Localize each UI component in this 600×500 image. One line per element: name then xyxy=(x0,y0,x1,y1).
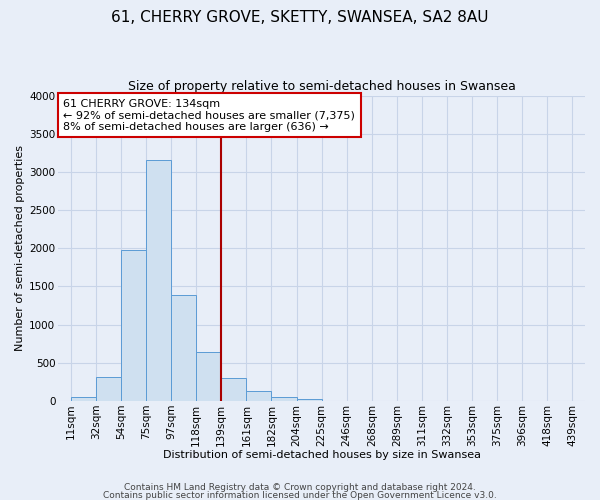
Bar xyxy=(221,378,247,401)
Bar xyxy=(146,160,171,401)
Bar xyxy=(71,397,96,401)
Bar xyxy=(296,398,322,401)
Text: 61 CHERRY GROVE: 134sqm
← 92% of semi-detached houses are smaller (7,375)
8% of : 61 CHERRY GROVE: 134sqm ← 92% of semi-de… xyxy=(64,98,355,132)
Text: Contains HM Land Registry data © Crown copyright and database right 2024.: Contains HM Land Registry data © Crown c… xyxy=(124,484,476,492)
Bar xyxy=(171,295,196,401)
X-axis label: Distribution of semi-detached houses by size in Swansea: Distribution of semi-detached houses by … xyxy=(163,450,481,460)
Y-axis label: Number of semi-detached properties: Number of semi-detached properties xyxy=(15,145,25,351)
Bar xyxy=(196,352,221,401)
Title: Size of property relative to semi-detached houses in Swansea: Size of property relative to semi-detach… xyxy=(128,80,515,93)
Text: 61, CHERRY GROVE, SKETTY, SWANSEA, SA2 8AU: 61, CHERRY GROVE, SKETTY, SWANSEA, SA2 8… xyxy=(111,10,489,25)
Bar xyxy=(247,391,271,401)
Bar xyxy=(121,250,146,401)
Text: Contains public sector information licensed under the Open Government Licence v3: Contains public sector information licen… xyxy=(103,490,497,500)
Bar xyxy=(96,376,121,401)
Bar xyxy=(271,396,296,401)
